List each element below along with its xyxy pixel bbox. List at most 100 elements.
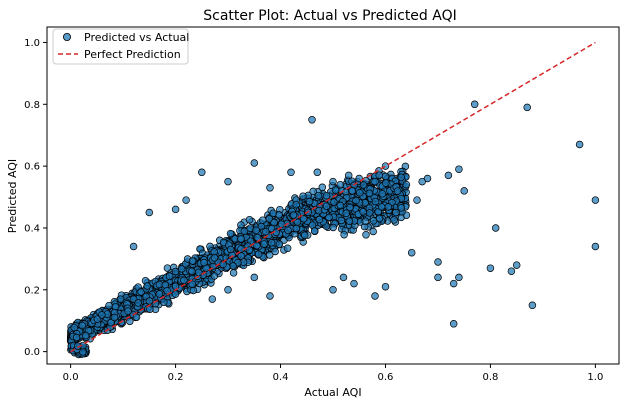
data-point (486, 264, 495, 272)
data-point (528, 301, 537, 310)
data-point (397, 173, 405, 182)
data-point (299, 192, 307, 200)
data-points (66, 100, 600, 359)
data-point (266, 184, 274, 192)
data-point (591, 242, 600, 251)
data-point (253, 241, 261, 250)
data-point (189, 286, 198, 295)
data-point (182, 196, 190, 204)
data-point (143, 282, 151, 290)
data-point (455, 273, 463, 282)
y-tick-label: 0.0 (24, 347, 40, 358)
data-point (449, 279, 458, 288)
data-point (171, 267, 180, 276)
data-point (444, 171, 453, 180)
data-point (198, 168, 206, 177)
data-point (210, 272, 219, 280)
data-point (275, 240, 284, 248)
data-point (381, 162, 390, 170)
data-point (356, 189, 364, 197)
data-point (260, 240, 268, 248)
reference-line-layer (70, 41, 596, 353)
data-point (575, 140, 584, 149)
data-point (180, 276, 188, 285)
data-point (107, 318, 115, 327)
data-point (289, 211, 298, 219)
y-tick-label: 0.8 (24, 100, 40, 111)
data-point (381, 282, 390, 291)
data-point (369, 217, 378, 225)
data-point (393, 187, 402, 195)
data-point (134, 299, 142, 307)
data-point (145, 208, 154, 217)
data-point (163, 264, 172, 272)
data-point (177, 265, 186, 273)
data-point (266, 292, 274, 300)
data-point (124, 307, 132, 315)
data-point (111, 302, 120, 311)
data-point (245, 215, 254, 224)
data-point (237, 235, 245, 243)
data-point (81, 331, 90, 340)
x-axis: 0.0 0.2 0.4 0.6 0.8 1.0 (63, 364, 603, 383)
data-point (322, 191, 331, 200)
data-point (93, 315, 102, 323)
x-tick-label: 0.6 (378, 372, 394, 383)
data-point (402, 180, 411, 189)
data-point (329, 177, 337, 186)
plot-area (66, 41, 600, 359)
data-point (371, 197, 380, 206)
data-point (226, 245, 235, 254)
data-point (309, 187, 317, 196)
data-point (194, 268, 203, 277)
x-axis-label: Actual AQI (304, 386, 361, 399)
legend-box (52, 28, 189, 65)
plot-frame (46, 26, 620, 365)
data-point (78, 321, 86, 330)
data-point (362, 231, 370, 239)
data-point (350, 279, 358, 288)
x-tick-label: 0.8 (482, 372, 498, 383)
data-point (98, 311, 106, 319)
data-point (308, 116, 316, 124)
data-point (226, 229, 235, 238)
legend-label-line: Perfect Prediction (84, 48, 181, 61)
x-tick-label: 0.4 (273, 372, 289, 383)
data-point (210, 254, 219, 262)
data-point (329, 286, 337, 294)
chart-title: Scatter Plot: Actual vs Predicted AQI (203, 8, 457, 24)
x-tick-label: 0.0 (63, 372, 79, 383)
y-axis-label: Predicted AQI (6, 159, 19, 233)
data-point (397, 204, 406, 212)
data-point (224, 286, 232, 294)
data-point (392, 208, 400, 217)
data-point (160, 298, 168, 306)
data-point (262, 227, 270, 236)
data-point (337, 216, 346, 225)
perfect-prediction-line (70, 41, 596, 353)
data-point (512, 261, 521, 269)
data-point (342, 209, 350, 218)
data-point (470, 100, 479, 109)
data-point (382, 179, 390, 187)
data-point (229, 269, 238, 277)
data-point (250, 273, 259, 282)
data-point (70, 323, 79, 332)
data-point (171, 205, 180, 214)
data-point (277, 220, 286, 228)
data-point (384, 203, 393, 211)
data-point (331, 186, 340, 194)
data-point (265, 251, 274, 259)
data-point (267, 239, 276, 247)
data-point (171, 290, 180, 298)
data-point (116, 295, 125, 303)
data-point (315, 215, 324, 224)
data-point (229, 262, 237, 270)
data-point (375, 171, 383, 179)
data-point (188, 257, 197, 265)
y-axis: 0.0 0.2 0.4 0.6 0.8 1.0 (24, 38, 47, 358)
x-tick-label: 0.2 (168, 372, 184, 383)
data-point (491, 224, 500, 232)
data-point (365, 189, 374, 198)
data-point (377, 203, 386, 211)
